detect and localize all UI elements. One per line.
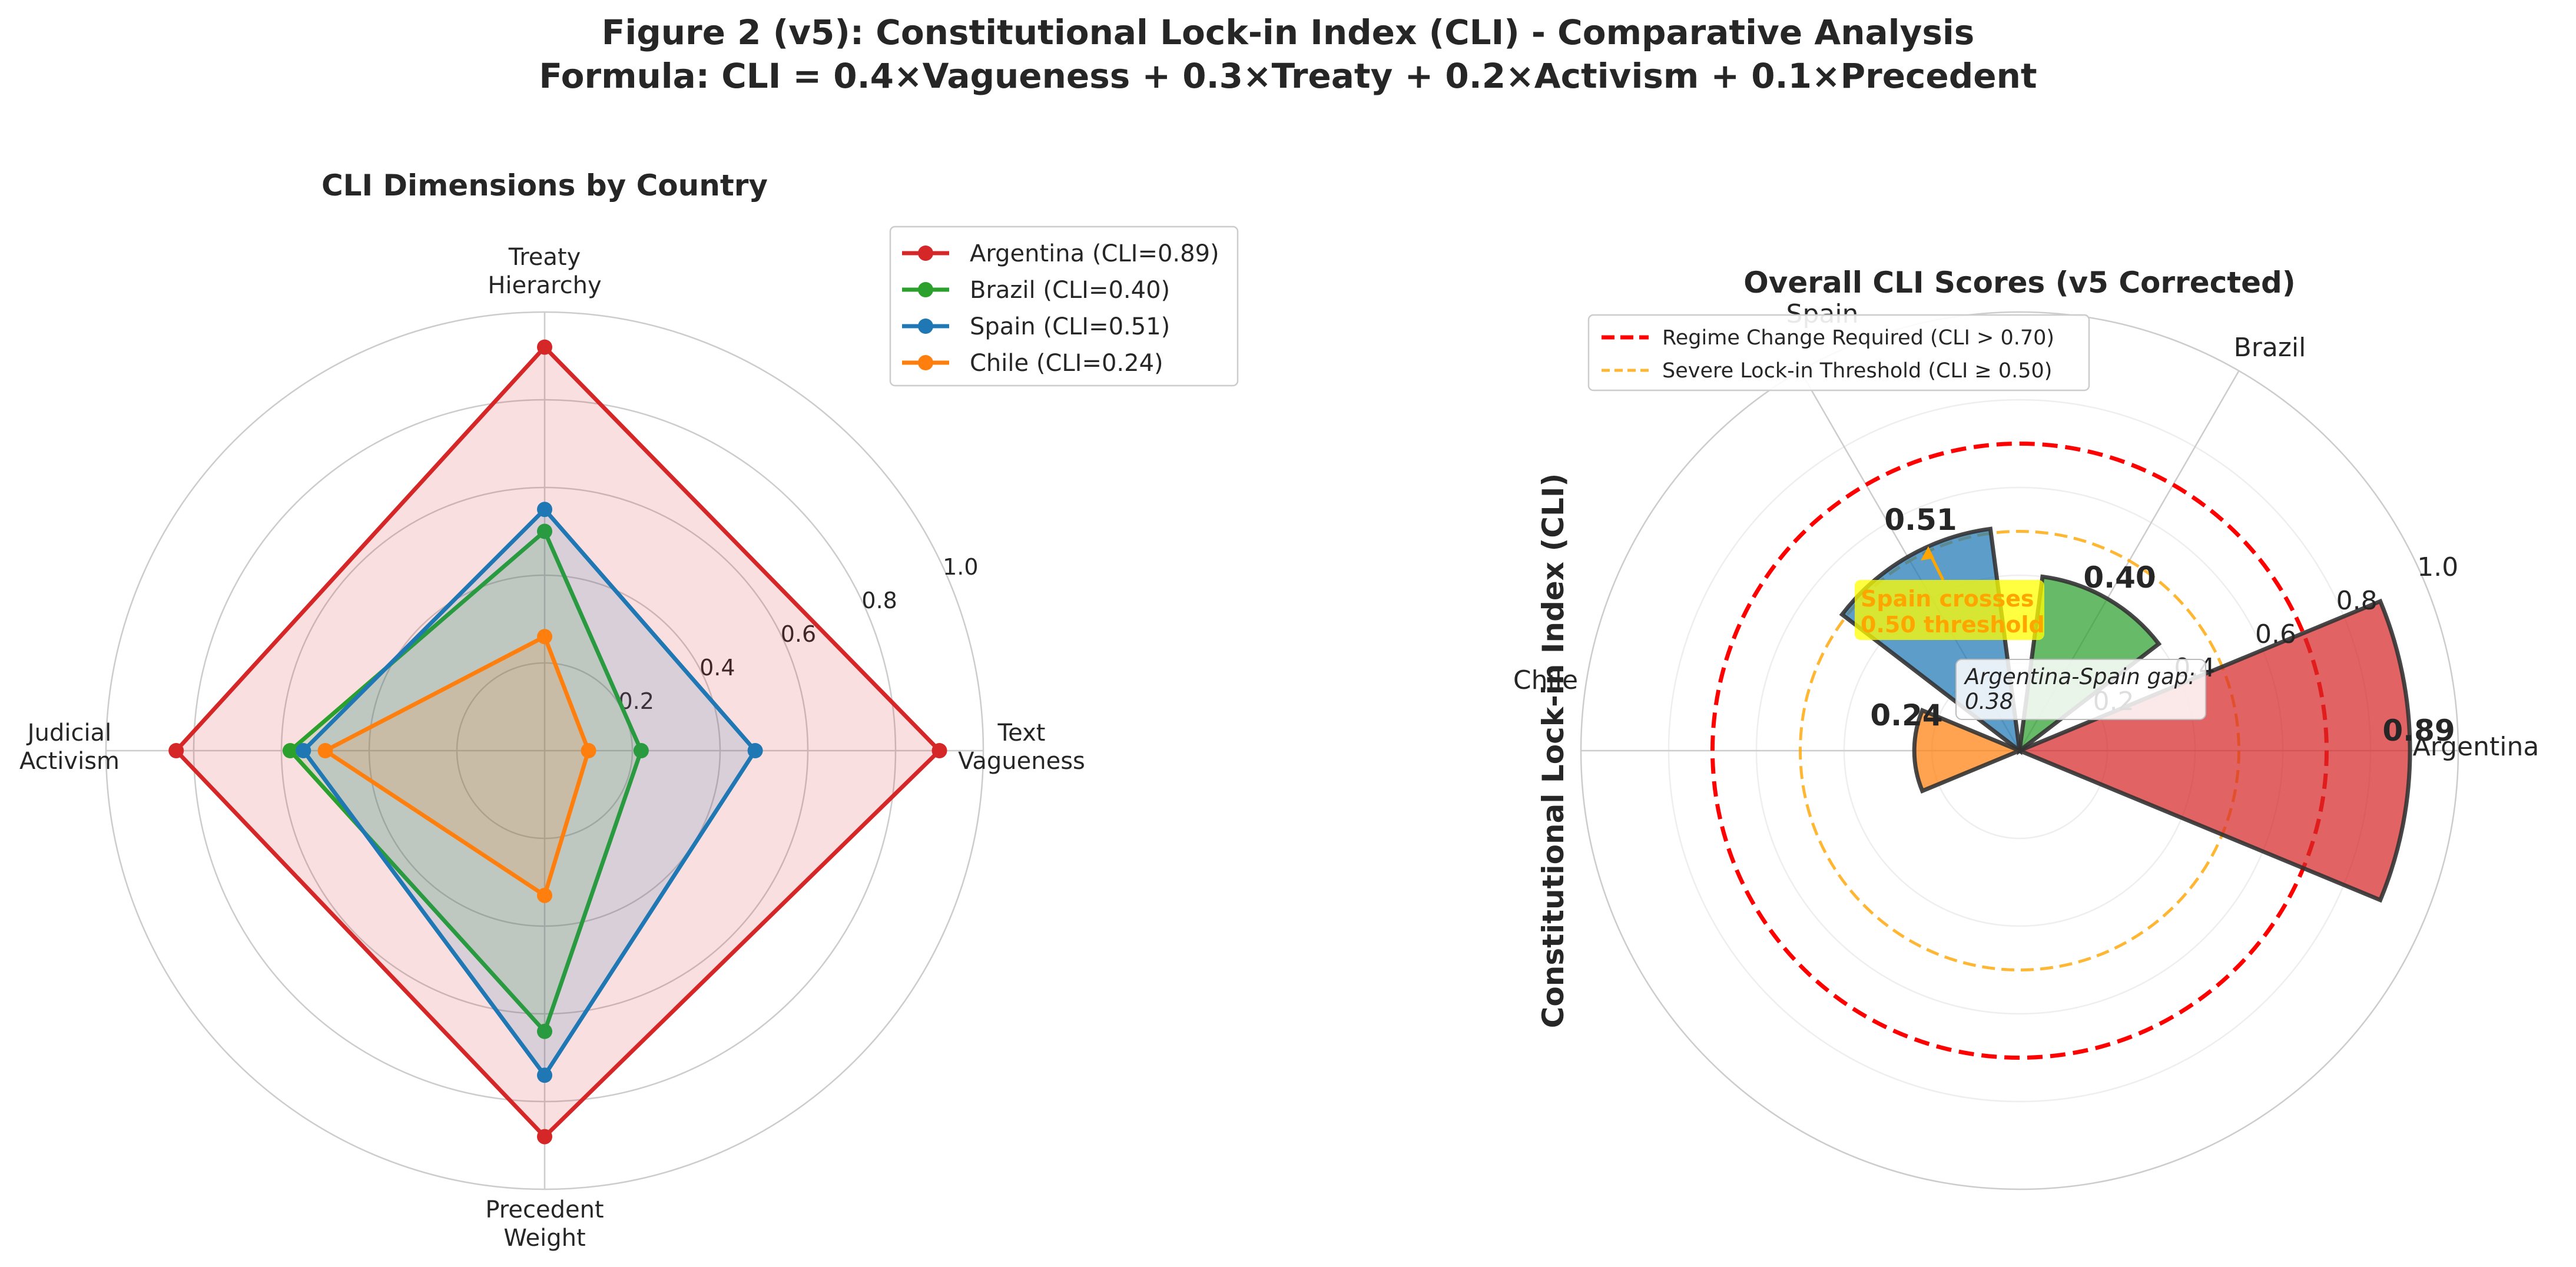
polar-tick-label: 0.6 bbox=[2255, 619, 2296, 649]
radar-series-fill bbox=[303, 509, 755, 1076]
radar-chart: CLI Dimensions by Country0.20.40.60.81.0… bbox=[19, 168, 1239, 1252]
annotation-arrowhead bbox=[1921, 546, 1934, 560]
polar-legend-label: Regime Change Required (CLI > 0.70) bbox=[1662, 326, 2054, 350]
radar-axis-label: Vagueness bbox=[958, 748, 1085, 775]
radar-legend-label: Chile (CLI=0.24) bbox=[970, 350, 1163, 377]
polar-value-label: 0.40 bbox=[2083, 560, 2156, 595]
polar-legend-box bbox=[1587, 314, 2090, 392]
radar-title: CLI Dimensions by Country bbox=[321, 168, 768, 203]
radar-axis-label: Precedent bbox=[485, 1196, 604, 1223]
polar-tick-label: 0.8 bbox=[2336, 586, 2378, 616]
radar-axis-label: Treaty bbox=[508, 244, 581, 271]
radar-series-point bbox=[537, 1129, 552, 1145]
radar-axis-label: Activism bbox=[19, 748, 120, 775]
radar-series-point bbox=[537, 1023, 552, 1039]
radar-axis-label: Weight bbox=[503, 1225, 585, 1252]
radar-axis-label: Judicial bbox=[26, 719, 111, 747]
radar-tick-label: 1.0 bbox=[943, 554, 978, 580]
radar-legend-label: Argentina (CLI=0.89) bbox=[970, 240, 1219, 267]
polar-title: Overall CLI Scores (v5 Corrected) bbox=[1743, 266, 2295, 300]
radar-series-point bbox=[282, 743, 298, 758]
radar-series-fill bbox=[325, 636, 589, 895]
radar-series-point bbox=[168, 743, 184, 758]
radar-tick-label: 0.4 bbox=[699, 655, 735, 681]
radar-series-point bbox=[537, 1067, 552, 1083]
figure-title-line1: Figure 2 (v5): Constitutional Lock-in In… bbox=[601, 12, 1975, 52]
polar-category-label: Chile bbox=[1513, 665, 1578, 695]
radar-series-point bbox=[931, 743, 947, 758]
radar-tick-label: 0.6 bbox=[781, 621, 816, 647]
polar-value-label: 0.24 bbox=[1870, 698, 1942, 732]
radar-series-point bbox=[581, 743, 596, 758]
polar-bar bbox=[2014, 598, 2412, 903]
radar-legend-box bbox=[889, 225, 1239, 387]
radar-series-point bbox=[296, 743, 311, 758]
polar-value-label: 0.51 bbox=[1884, 503, 1957, 537]
radar-series-point bbox=[537, 502, 552, 518]
radar-legend-marker bbox=[918, 355, 933, 370]
radar-legend-label: Spain (CLI=0.51) bbox=[970, 313, 1170, 340]
polar-ylabel: Constitutional Lock-in Index (CLI) bbox=[1536, 473, 1570, 1029]
annotation-gap-line2: 0.38 bbox=[1965, 689, 2013, 714]
radar-series-point bbox=[537, 339, 552, 355]
annotation-box-threshold bbox=[1855, 580, 2044, 640]
polar-value-label: 0.89 bbox=[2382, 714, 2455, 748]
radar-tick-label: 0.8 bbox=[861, 588, 897, 613]
polar-legend-label: Severe Lock-in Threshold (CLI ≥ 0.50) bbox=[1662, 359, 2052, 383]
radar-series-point bbox=[747, 743, 763, 758]
radar-legend-label: Brazil (CLI=0.40) bbox=[970, 277, 1170, 304]
radar-series-point bbox=[537, 887, 552, 903]
radar-series-point bbox=[537, 629, 552, 645]
annotation-threshold-line2: 0.50 threshold bbox=[1861, 612, 2045, 638]
figure-title-line2: Formula: CLI = 0.4×Vagueness + 0.3×Treat… bbox=[539, 56, 2037, 96]
radar-series-point bbox=[317, 743, 333, 758]
polar-category-label: Argentina bbox=[2413, 732, 2539, 762]
polar-bar-chart: Overall CLI Scores (v5 Corrected)0.20.40… bbox=[1513, 266, 2539, 1190]
annotation-gap-line1: Argentina-Spain gap: bbox=[1964, 664, 2196, 689]
radar-series-point bbox=[537, 523, 552, 539]
radar-legend-marker bbox=[918, 246, 933, 261]
annotation-threshold-line1: Spain crosses bbox=[1861, 586, 2034, 612]
polar-bar bbox=[1912, 708, 2025, 794]
radar-series-point bbox=[633, 743, 649, 758]
radar-legend-marker bbox=[918, 319, 933, 334]
polar-category-label: Brazil bbox=[2234, 333, 2306, 363]
polar-tick-label: 1.0 bbox=[2417, 552, 2458, 582]
radar-axis-label: Text bbox=[997, 719, 1046, 747]
radar-legend-marker bbox=[918, 282, 933, 297]
radar-axis-label: Hierarchy bbox=[488, 272, 601, 299]
annotation-box-gap bbox=[1955, 659, 2206, 720]
figure-title: Figure 2 (v5): Constitutional Lock-in In… bbox=[0, 11, 2576, 98]
